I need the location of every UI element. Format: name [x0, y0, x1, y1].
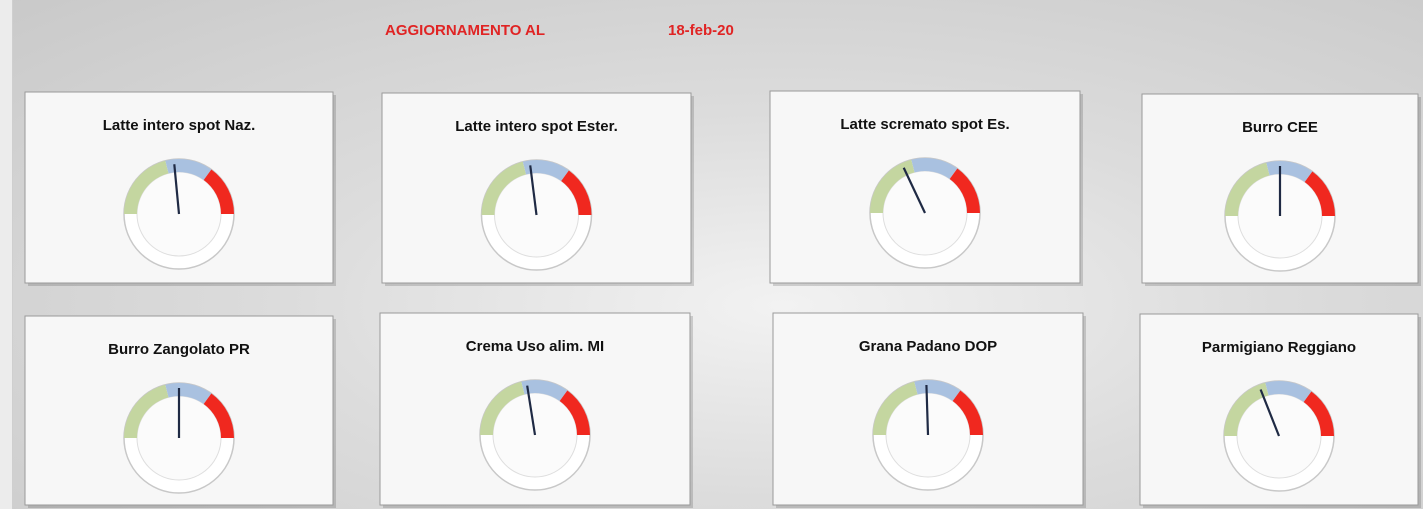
panel-title: Parmigiano Reggiano	[1202, 339, 1356, 356]
panel-title: Burro Zangolato PR	[108, 341, 250, 358]
panel-title: Grana Padano DOP	[859, 338, 997, 355]
gauge-needle	[926, 385, 928, 435]
panel-title: Crema Uso alim. MI	[466, 338, 604, 355]
panel-title: Latte intero spot Naz.	[103, 117, 256, 134]
panel-title: Latte intero spot Ester.	[455, 118, 618, 135]
panel-title: Burro CEE	[1242, 119, 1318, 136]
dashboard: AGGIORNAMENTO AL 18-feb-20 Latte intero …	[0, 0, 1423, 509]
gauges: Latte intero spot Naz. Latte intero spot …	[0, 0, 1423, 509]
panel-title: Latte scremato spot Es.	[840, 116, 1009, 133]
